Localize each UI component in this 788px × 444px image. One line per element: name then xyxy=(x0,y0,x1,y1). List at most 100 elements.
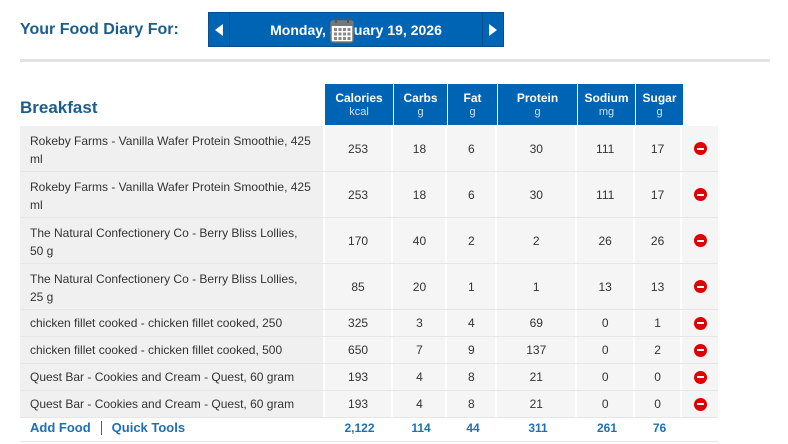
total-fat: 44 xyxy=(466,420,480,435)
total-carbs: 114 xyxy=(411,420,431,435)
total-calories: 2,122 xyxy=(344,420,375,435)
sodium-value: 111 xyxy=(577,172,636,217)
chevron-right-icon xyxy=(489,23,497,36)
carbs-value: 40 xyxy=(393,218,448,263)
food-name[interactable]: Quest Bar - Cookies and Cream - Quest, 6… xyxy=(20,364,325,390)
food-entries-table: Rokeby Farms - Vanilla Wafer Protein Smo… xyxy=(20,126,719,418)
food-name[interactable]: Quest Bar - Cookies and Cream - Quest, 6… xyxy=(20,391,325,417)
food-name[interactable]: chicken fillet cooked - chicken fillet c… xyxy=(20,310,325,348)
food-name[interactable]: The Natural Confectionery Co - Berry Bli… xyxy=(20,218,325,263)
column-header-sodium: Sodium mg xyxy=(578,84,636,125)
carbs-value: 7 xyxy=(393,337,448,363)
food-entry-row: Quest Bar - Cookies and Cream - Quest, 6… xyxy=(20,364,719,391)
sugar-value: 13 xyxy=(635,264,683,309)
fat-value: 8 xyxy=(447,364,498,390)
carbs-value: 18 xyxy=(393,126,448,171)
fat-value: 1 xyxy=(447,264,498,309)
remove-icon xyxy=(693,280,707,293)
page-title: Your Food Diary For: xyxy=(20,21,179,38)
meal-actions: Add Food Quick Tools xyxy=(20,414,325,441)
protein-value: 1 xyxy=(497,264,578,309)
remove-icon xyxy=(693,370,707,384)
diary-header: Your Food Diary For: Monday, January 19,… xyxy=(20,12,780,48)
current-date: Monday, January 19, 2026 xyxy=(230,12,482,47)
protein-value: 21 xyxy=(497,364,578,390)
sodium-value: 13 xyxy=(577,264,636,309)
fat-value: 6 xyxy=(447,172,498,217)
calories-value: 85 xyxy=(324,264,394,309)
chevron-left-icon xyxy=(215,23,223,36)
delete-entry-button[interactable] xyxy=(682,337,719,363)
delete-entry-button[interactable] xyxy=(682,126,719,171)
carbs-value: 4 xyxy=(393,364,448,390)
calories-value: 650 xyxy=(324,337,394,363)
remove-icon xyxy=(693,397,707,411)
sodium-value: 0 xyxy=(577,364,636,390)
delete-entry-button[interactable] xyxy=(682,218,719,263)
food-entry-row: Quest Bar - Cookies and Cream - Quest, 6… xyxy=(20,391,719,418)
protein-value: 30 xyxy=(497,172,578,217)
protein-value: 2 xyxy=(497,218,578,263)
sugar-value: 17 xyxy=(635,126,683,171)
calories-value: 253 xyxy=(324,126,394,171)
next-day-button[interactable] xyxy=(482,12,504,47)
carbs-value: 3 xyxy=(393,310,448,336)
calendar-icon[interactable] xyxy=(330,17,354,43)
sodium-value: 111 xyxy=(577,126,636,171)
protein-value: 137 xyxy=(497,337,578,363)
column-header-sugar: Sugar g xyxy=(636,84,683,125)
meal-title: Breakfast xyxy=(20,98,98,117)
food-entry-row: Rokeby Farms - Vanilla Wafer Protein Smo… xyxy=(20,172,719,218)
fat-value: 8 xyxy=(447,391,498,417)
column-header-calories: Calories kcal xyxy=(325,84,394,125)
quick-tools-link[interactable]: Quick Tools xyxy=(111,420,186,435)
fat-value: 2 xyxy=(447,218,498,263)
remove-icon xyxy=(693,234,707,247)
sugar-value: 1 xyxy=(635,310,683,336)
food-name[interactable]: Rokeby Farms - Vanilla Wafer Protein Smo… xyxy=(20,172,325,217)
delete-entry-button[interactable] xyxy=(682,391,719,417)
food-entry-row: chicken fillet cooked - chicken fillet c… xyxy=(20,310,719,348)
sugar-value: 2 xyxy=(635,337,683,363)
remove-icon xyxy=(693,343,707,357)
food-entry-row: Rokeby Farms - Vanilla Wafer Protein Smo… xyxy=(20,126,719,172)
carbs-value: 4 xyxy=(393,391,448,417)
sugar-value: 0 xyxy=(635,364,683,390)
carbs-value: 20 xyxy=(393,264,448,309)
protein-value: 21 xyxy=(497,391,578,417)
food-name[interactable]: Rokeby Farms - Vanilla Wafer Protein Smo… xyxy=(20,126,325,171)
protein-value: 69 xyxy=(497,310,578,336)
protein-value: 30 xyxy=(497,126,578,171)
food-entry-row: The Natural Confectionery Co - Berry Bli… xyxy=(20,218,719,264)
delete-entry-button[interactable] xyxy=(682,364,719,390)
delete-entry-button[interactable] xyxy=(682,172,719,217)
sugar-value: 26 xyxy=(635,218,683,263)
remove-icon xyxy=(693,142,707,155)
header-divider xyxy=(20,59,770,62)
sugar-value: 17 xyxy=(635,172,683,217)
food-name[interactable]: The Natural Confectionery Co - Berry Bli… xyxy=(20,264,325,309)
column-header-fat: Fat g xyxy=(448,84,498,125)
sugar-value: 0 xyxy=(635,391,683,417)
add-food-link[interactable]: Add Food xyxy=(30,420,91,435)
food-entry-row: The Natural Confectionery Co - Berry Bli… xyxy=(20,264,719,310)
delete-entry-button[interactable] xyxy=(682,264,719,309)
delete-entry-button[interactable] xyxy=(682,310,719,336)
fat-value: 4 xyxy=(447,310,498,336)
carbs-value: 18 xyxy=(393,172,448,217)
calories-value: 325 xyxy=(324,310,394,336)
previous-day-button[interactable] xyxy=(208,12,230,47)
total-sugar: 76 xyxy=(652,420,667,435)
food-name[interactable]: chicken fillet cooked - chicken fillet c… xyxy=(20,337,325,375)
nutrient-column-headers: Calories kcal Carbs g Fat g Protein g So… xyxy=(325,84,683,125)
total-sodium: 261 xyxy=(596,420,618,435)
date-navigator: Monday, January 19, 2026 xyxy=(208,12,504,47)
calories-value: 253 xyxy=(324,172,394,217)
food-entry-row: chicken fillet cooked - chicken fillet c… xyxy=(20,337,719,375)
sodium-value: 0 xyxy=(577,310,636,336)
total-protein: 311 xyxy=(528,420,548,435)
sodium-value: 26 xyxy=(577,218,636,263)
column-header-carbs: Carbs g xyxy=(394,84,448,125)
calories-value: 193 xyxy=(324,391,394,417)
sodium-value: 0 xyxy=(577,391,636,417)
